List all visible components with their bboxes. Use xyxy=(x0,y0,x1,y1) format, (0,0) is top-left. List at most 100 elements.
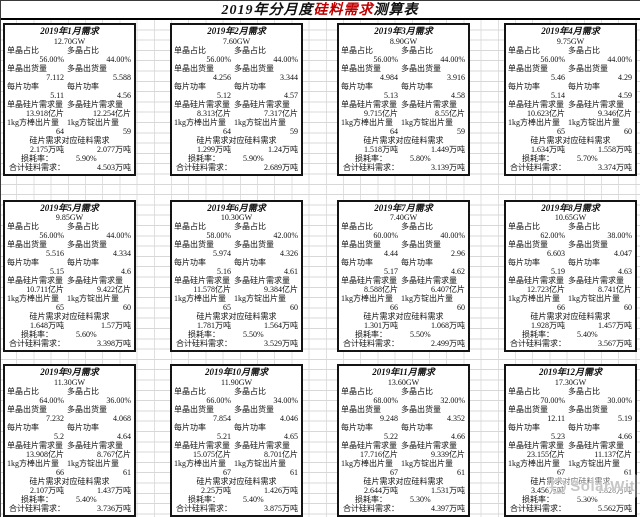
material-demand-header: 硅片需求对应硅料需求 xyxy=(29,476,110,486)
poly-share-label: 多晶占比 xyxy=(234,386,266,396)
poly-power-label: 每片功率 xyxy=(67,258,99,267)
total-material-demand-value: 3.374万吨 xyxy=(598,162,632,172)
poly-shipment-label: 多晶出货量 xyxy=(568,240,608,249)
rod-yield-label: 1kg方棒出片量 xyxy=(341,117,393,127)
total-material-demand-value: 2.689万吨 xyxy=(264,162,298,172)
ingot-yield-label: 1kg方锭出片量 xyxy=(568,117,620,127)
total-material-demand-value: 4.397万吨 xyxy=(431,503,465,513)
mono-shipment-value: 7.232 xyxy=(46,413,64,423)
poly-power-value: 4.58 xyxy=(451,90,465,100)
mono-shipment-value: 4.256 xyxy=(213,72,231,82)
poly-power-label: 每片功率 xyxy=(234,81,266,91)
poly-shipment-value: 4.068 xyxy=(113,413,131,423)
poly-power-value: 4.59 xyxy=(618,90,632,100)
poly-wafer-demand-label: 多晶硅片需求量 xyxy=(67,99,123,109)
mono-share-label: 单晶占比 xyxy=(508,386,540,396)
mono-material-demand-value: 3.456万吨 xyxy=(531,485,565,495)
loss-rate-value: 5.30% xyxy=(577,494,598,504)
poly-shipment-value: 4.047 xyxy=(614,249,632,258)
poly-share-value: 32.00% xyxy=(440,395,465,405)
poly-wafer-demand-label: 多晶硅片需求量 xyxy=(234,99,290,109)
loss-rate-label: 损耗率： xyxy=(355,153,387,163)
loss-rate-label: 损耗率： xyxy=(188,153,220,163)
mono-share-label: 单晶占比 xyxy=(508,45,540,55)
ingot-yield-value: 60 xyxy=(624,303,632,312)
total-material-demand-value: 4.503万吨 xyxy=(97,162,131,172)
month-header: 2019年10月需求 xyxy=(204,367,268,377)
mono-wafer-demand-value: 8.313亿片 xyxy=(197,108,231,118)
mono-shipment-value: 5.516 xyxy=(46,249,64,258)
table-outer-top-border xyxy=(0,0,640,1)
total-material-demand-value: 3.529万吨 xyxy=(264,339,298,348)
loss-rate-label: 损耗率： xyxy=(21,153,53,163)
rod-yield-value: 66 xyxy=(56,467,64,477)
mono-shipment-label: 单晶出货量 xyxy=(508,63,548,73)
mono-shipment-value: 5.974 xyxy=(213,249,231,258)
mono-power-value: 5.12 xyxy=(217,90,231,100)
watermark-logo-icon xyxy=(551,478,567,494)
mono-power-label: 每片功率 xyxy=(341,422,373,432)
poly-share-label: 多晶占比 xyxy=(401,222,433,231)
rod-yield-label: 1kg方棒出片量 xyxy=(341,458,393,468)
mono-material-demand-value: 1.648万吨 xyxy=(30,321,64,330)
poly-power-value: 4.62 xyxy=(451,267,465,276)
month-block-1: 2019年1月需求 12.70GW 单晶占比 多晶占比 56.00% 44.00… xyxy=(3,23,136,176)
loss-rate-label: 损耗率： xyxy=(188,330,220,339)
rod-yield-label: 1kg方棒出片量 xyxy=(7,294,59,303)
mono-shipment-value: 4.44 xyxy=(384,249,398,258)
ingot-yield-value: 61 xyxy=(624,467,632,477)
total-material-demand-label: 合计硅料需求： xyxy=(343,339,399,348)
mono-material-demand-value: 1.928万吨 xyxy=(531,321,565,330)
poly-wafer-demand-label: 多晶硅片需求量 xyxy=(401,440,457,450)
mono-shipment-label: 单晶出货量 xyxy=(341,240,381,249)
total-material-demand-label: 合计硅料需求： xyxy=(176,162,232,172)
poly-shipment-label: 多晶出货量 xyxy=(401,240,441,249)
poly-wafer-demand-value: 11.137亿片 xyxy=(594,449,632,459)
mono-power-value: 5.11 xyxy=(50,90,64,100)
mono-share-value: 58.00% xyxy=(206,231,231,240)
mono-share-label: 单晶占比 xyxy=(174,222,206,231)
ingot-yield-value: 60 xyxy=(123,303,131,312)
material-demand-header: 硅片需求对应硅料需求 xyxy=(196,476,277,486)
mono-material-demand-value: 1.781万吨 xyxy=(197,321,231,330)
loss-rate-value: 5.90% xyxy=(243,153,264,163)
poly-wafer-demand-label: 多晶硅片需求量 xyxy=(568,276,624,285)
poly-power-label: 每片功率 xyxy=(234,258,266,267)
ingot-yield-value: 61 xyxy=(123,467,131,477)
rod-yield-value: 64 xyxy=(223,126,231,136)
month-header: 2019年7月需求 xyxy=(374,202,433,213)
mono-wafer-demand-label: 单晶硅片需求量 xyxy=(508,276,564,285)
rod-yield-label: 1kg方棒出片量 xyxy=(508,117,560,127)
mono-wafer-demand-value: 11.578亿片 xyxy=(193,285,231,294)
poly-share-value: 42.00% xyxy=(273,231,298,240)
total-material-demand-label: 合计硅料需求： xyxy=(510,503,566,513)
ingot-yield-label: 1kg方锭出片量 xyxy=(67,294,119,303)
total-material-demand-label: 合计硅料需求： xyxy=(9,339,65,348)
loss-rate-label: 损耗率： xyxy=(522,494,554,504)
mono-wafer-demand-label: 单晶硅片需求量 xyxy=(7,99,63,109)
mono-wafer-demand-value: 12.723亿片 xyxy=(527,285,565,294)
mono-share-value: 56.00% xyxy=(39,54,64,64)
poly-shipment-label: 多晶出货量 xyxy=(401,63,441,73)
poly-wafer-demand-value: 8.55亿片 xyxy=(435,108,465,118)
mono-wafer-demand-label: 单晶硅片需求量 xyxy=(341,440,397,450)
loss-rate-value: 5.50% xyxy=(410,330,431,339)
mono-power-label: 每片功率 xyxy=(174,422,206,432)
total-material-demand-value: 2.499万吨 xyxy=(431,339,465,348)
loss-rate-value: 5.60% xyxy=(76,330,97,339)
poly-share-value: 44.00% xyxy=(440,54,465,64)
rod-yield-label: 1kg方棒出片量 xyxy=(7,458,59,468)
poly-material-demand-value: 1.826万吨 xyxy=(598,485,632,495)
rod-yield-value: 66 xyxy=(390,303,398,312)
mono-power-value: 5.19 xyxy=(551,267,565,276)
poly-wafer-demand-value: 9.339亿片 xyxy=(431,449,465,459)
mono-shipment-value: 7.112 xyxy=(46,72,64,82)
poly-wafer-demand-value: 9.422亿片 xyxy=(97,285,131,294)
total-material-demand-value: 3.567万吨 xyxy=(598,339,632,348)
rod-yield-value: 64 xyxy=(390,126,398,136)
poly-shipment-label: 多晶出货量 xyxy=(67,240,107,249)
poly-power-value: 4.63 xyxy=(618,267,632,276)
loss-rate-value: 5.50% xyxy=(243,330,264,339)
poly-share-label: 多晶占比 xyxy=(67,222,99,231)
poly-shipment-value: 4.29 xyxy=(618,72,632,82)
